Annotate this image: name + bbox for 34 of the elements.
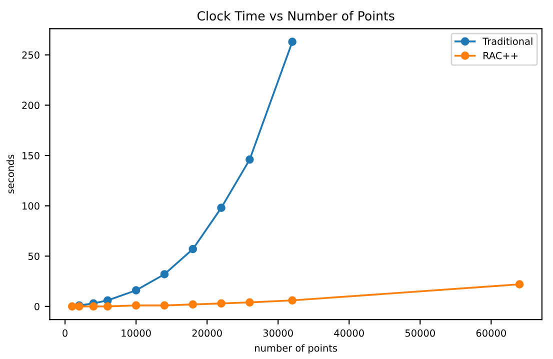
x-tick-label: 20000	[192, 329, 222, 337]
chart-title: Clock Time vs Number of Points	[197, 10, 394, 21]
point	[103, 302, 112, 311]
point	[246, 298, 254, 307]
x-tick-label: 50000	[405, 329, 435, 337]
y-tick-label: 50	[28, 252, 40, 260]
point	[68, 302, 76, 311]
y-axis-title: seconds	[6, 154, 14, 194]
point	[89, 302, 98, 311]
point	[132, 301, 140, 310]
legend-label: Traditional	[482, 37, 532, 45]
point	[188, 300, 198, 309]
point	[217, 204, 226, 212]
point	[132, 286, 140, 294]
x-tick-label: 30000	[263, 329, 293, 337]
y-tick-label: 0	[34, 302, 40, 310]
x-tick-label: 0	[62, 329, 68, 337]
point	[188, 244, 198, 254]
point	[288, 296, 296, 305]
point	[246, 155, 254, 164]
legend-label: RAC++	[484, 52, 518, 60]
x-tick-label: 10000	[122, 329, 151, 337]
point	[288, 38, 296, 46]
y-tick-label: 250	[22, 51, 40, 59]
x-axis-title: number of points	[255, 344, 338, 354]
point	[515, 280, 524, 288]
y-tick-label: 100	[22, 202, 40, 210]
x-tick-label: 60000	[476, 329, 506, 337]
y-tick-label: 150	[22, 152, 40, 160]
x-tick-label: 40000	[334, 329, 364, 337]
point	[160, 270, 169, 278]
y-tick-label: 200	[22, 102, 40, 110]
point	[160, 301, 169, 310]
point	[217, 299, 226, 308]
